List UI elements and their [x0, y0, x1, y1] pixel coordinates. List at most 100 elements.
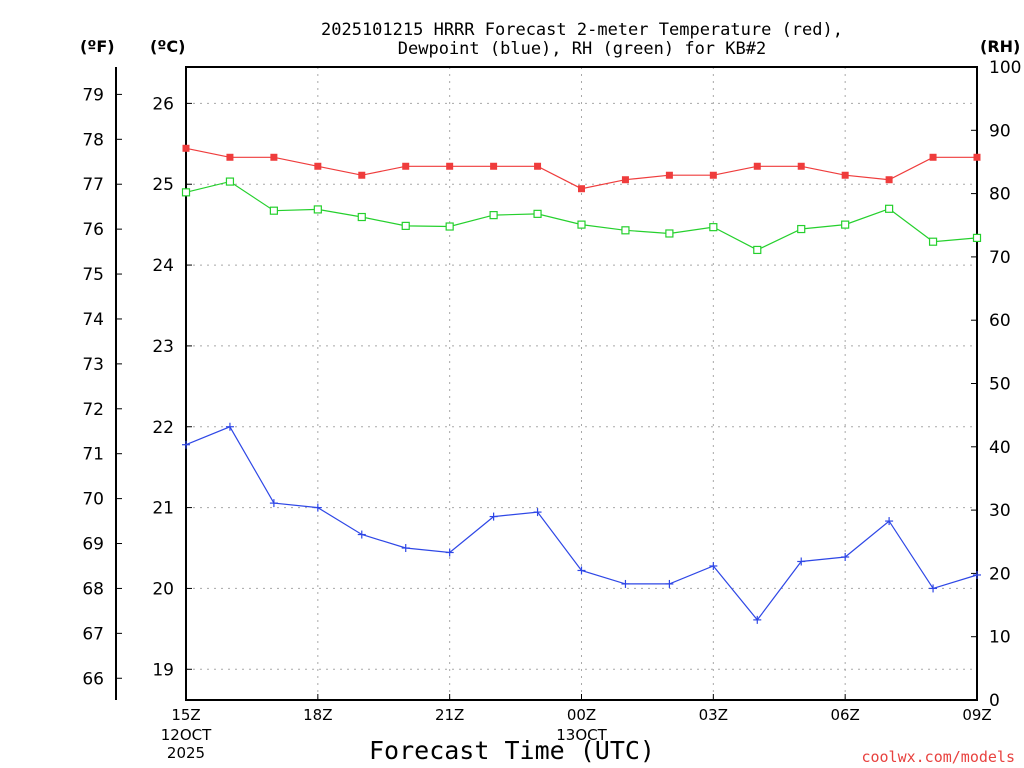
x-tick-label: 18Z: [303, 706, 332, 724]
temperature-point: [797, 162, 805, 170]
fahrenheit-tick-label: 66: [82, 669, 104, 689]
fahrenheit-tick-label: 75: [82, 265, 104, 285]
fahrenheit-tick-label: 71: [82, 445, 104, 465]
temperature-point: [314, 162, 322, 170]
dewpoint-point: [973, 570, 981, 579]
fahrenheit-tick-label: 74: [82, 310, 104, 330]
x-tick-label: 15Z: [171, 706, 200, 724]
fahrenheit-tick-label: 67: [82, 624, 104, 644]
temperature-point: [490, 162, 498, 170]
rh-point: [928, 237, 938, 246]
rh-tick-label: 30: [989, 501, 1011, 521]
dewpoint-point: [577, 566, 586, 575]
fahrenheit-tick-label: 73: [82, 355, 104, 375]
x-tick-label: 00Z: [567, 706, 596, 724]
rh-tick-label: 0: [989, 691, 1000, 711]
rh-tick-label: 40: [989, 438, 1011, 458]
rh-point: [885, 204, 894, 213]
celsius-unit-label: (ºC): [150, 37, 185, 56]
temperature-point: [402, 162, 410, 170]
fahrenheit-tick-label: 77: [82, 175, 104, 195]
rh-tick-label: 100: [989, 58, 1021, 78]
temperature-point: [358, 171, 366, 179]
dewpoint-point: [401, 544, 410, 553]
x-date-label: 12OCT: [161, 726, 212, 744]
fahrenheit-tick-label: 78: [82, 130, 104, 150]
rh-tick-label: 70: [989, 248, 1011, 268]
x-tick-label: 03Z: [699, 706, 728, 724]
rh-point: [665, 229, 674, 238]
celsius-tick-label: 24: [152, 256, 174, 276]
temperature-point: [534, 162, 542, 170]
site-credit: coolwx.com/models: [861, 748, 1015, 766]
temperature-point: [841, 171, 849, 179]
rh-point: [181, 188, 191, 197]
temperature-point: [446, 162, 454, 170]
rh-tick-label: 50: [989, 375, 1011, 395]
rh-point: [709, 223, 718, 232]
chart-title-line-2: Dewpoint (blue), RH (green) for KB#2: [398, 39, 766, 59]
dewpoint-point: [665, 579, 674, 588]
dewpoint-point: [797, 557, 806, 566]
fahrenheit-tick-label: 76: [82, 220, 104, 240]
fahrenheit-tick-label: 70: [82, 490, 104, 510]
dewpoint-point: [357, 530, 366, 539]
celsius-tick-label: 25: [152, 175, 174, 195]
grid-lines: [186, 67, 977, 700]
dewpoint-point: [753, 615, 762, 624]
rh-point: [445, 222, 454, 231]
dewpoint-point: [313, 503, 322, 512]
temperature-point: [621, 176, 629, 184]
rh-tick-label: 20: [989, 564, 1011, 584]
dewpoint-point: [269, 499, 278, 508]
rh-point: [797, 224, 806, 234]
fahrenheit-unit-label: (ºF): [80, 37, 115, 56]
dewpoint-point: [225, 422, 234, 431]
rh-point: [972, 233, 982, 243]
celsius-tick-label: 23: [152, 337, 174, 357]
dewpoint-point: [445, 548, 454, 557]
rh-point: [621, 226, 630, 235]
celsius-tick-label: 19: [152, 660, 174, 680]
temperature-point: [929, 153, 937, 161]
dewpoint-point: [489, 512, 498, 521]
dewpoint-point: [929, 584, 938, 593]
celsius-tick-label: 21: [152, 499, 174, 519]
x-tick-label: 09Z: [962, 706, 991, 724]
temperature-point: [709, 171, 717, 179]
celsius-tick-label: 20: [152, 579, 174, 599]
rh-tick-label: 80: [989, 185, 1011, 205]
x-date-label: 2025: [167, 744, 205, 762]
rh-point: [753, 245, 762, 255]
fahrenheit-tick-label: 79: [82, 85, 104, 105]
celsius-tick-label: 26: [152, 94, 174, 114]
temperature-point: [973, 153, 981, 161]
x-tick-label: 06Z: [830, 706, 859, 724]
dewpoint-point: [621, 579, 630, 588]
x-tick-label: 21Z: [435, 706, 464, 724]
temperature-point: [226, 153, 234, 161]
rh-point: [269, 206, 278, 215]
series-line: [185, 147, 977, 190]
rh-point: [533, 209, 542, 218]
rh-point: [357, 212, 366, 222]
rh-point: [225, 177, 235, 186]
rh-tick-label: 10: [989, 628, 1011, 648]
rh-point: [841, 220, 850, 229]
chart-title-line-1: 2025101215 HRRR Forecast 2-meter Tempera…: [321, 20, 843, 40]
rh-tick-label: 90: [989, 121, 1011, 141]
fahrenheit-tick-label: 72: [82, 400, 104, 420]
dewpoint-point: [709, 561, 718, 570]
rh-point: [577, 220, 586, 229]
dewpoint-point: [182, 440, 190, 449]
rh-point: [313, 205, 322, 214]
axes: 66 67 68 69 70 71 72 73 74 75 76 77 78 79 19 20 21 22 23 24…: [82, 58, 1021, 762]
dewpoint-point: [533, 508, 542, 517]
rh-unit-label: (RH): [980, 37, 1020, 56]
temperature-point: [885, 176, 893, 184]
temperature-point: [270, 153, 278, 161]
data-series: [181, 144, 982, 624]
x-axis-title: Forecast Time (UTC): [369, 736, 655, 765]
dewpoint-point: [841, 552, 850, 561]
temperature-point: [578, 185, 585, 193]
